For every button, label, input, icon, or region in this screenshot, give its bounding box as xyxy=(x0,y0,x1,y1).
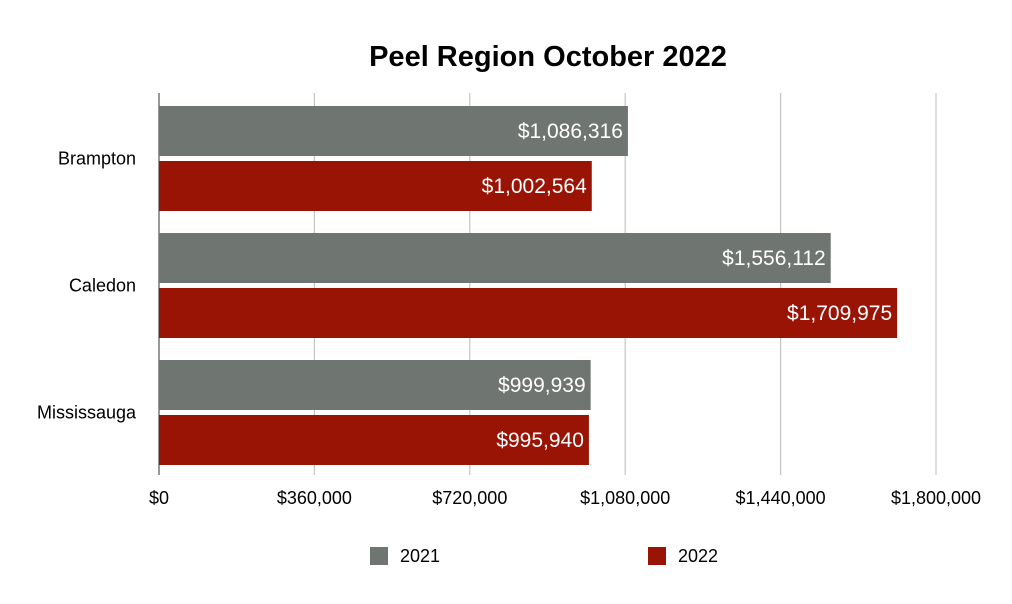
chart-title: Peel Region October 2022 xyxy=(369,41,727,73)
category-label: Mississauga xyxy=(37,403,137,423)
x-axis-ticks: $0 $360,000 $720,000 $1,080,000 $1,440,000 $1… xyxy=(149,488,981,508)
data-label: $1,086,316 xyxy=(518,120,623,143)
x-tick-label: $0 xyxy=(149,488,169,508)
legend-swatch xyxy=(648,547,666,565)
category-label: Caledon xyxy=(69,276,136,296)
x-tick-label: $720,000 xyxy=(432,488,507,508)
bar-2021 xyxy=(159,360,591,410)
x-tick-label: $1,080,000 xyxy=(580,488,670,508)
bar-2021 xyxy=(159,233,831,283)
x-tick-label: $1,440,000 xyxy=(736,488,826,508)
x-tick-label: $360,000 xyxy=(277,488,352,508)
data-label: $1,002,564 xyxy=(482,175,587,198)
data-label: $995,940 xyxy=(496,429,584,452)
legend-swatch xyxy=(370,547,388,565)
gridlines xyxy=(158,93,937,475)
data-label: $1,709,975 xyxy=(787,302,892,325)
legend: 2021 2022 xyxy=(370,546,718,566)
x-tick-label: $1,800,000 xyxy=(891,488,981,508)
data-label: $999,939 xyxy=(498,374,586,397)
category-label: Brampton xyxy=(58,149,136,169)
legend-label: 2021 xyxy=(400,546,440,566)
legend-label: 2022 xyxy=(678,546,718,566)
bars: $1,086,316 $1,002,564 $1,556,112 $1,709,975… xyxy=(159,106,898,465)
bar-2022 xyxy=(159,288,898,338)
bar-2021 xyxy=(159,106,628,156)
category-labels: Brampton Caledon Mississauga xyxy=(37,149,137,423)
bar-2022 xyxy=(159,415,589,465)
data-label: $1,556,112 xyxy=(722,247,826,270)
bar-2022 xyxy=(159,161,592,211)
